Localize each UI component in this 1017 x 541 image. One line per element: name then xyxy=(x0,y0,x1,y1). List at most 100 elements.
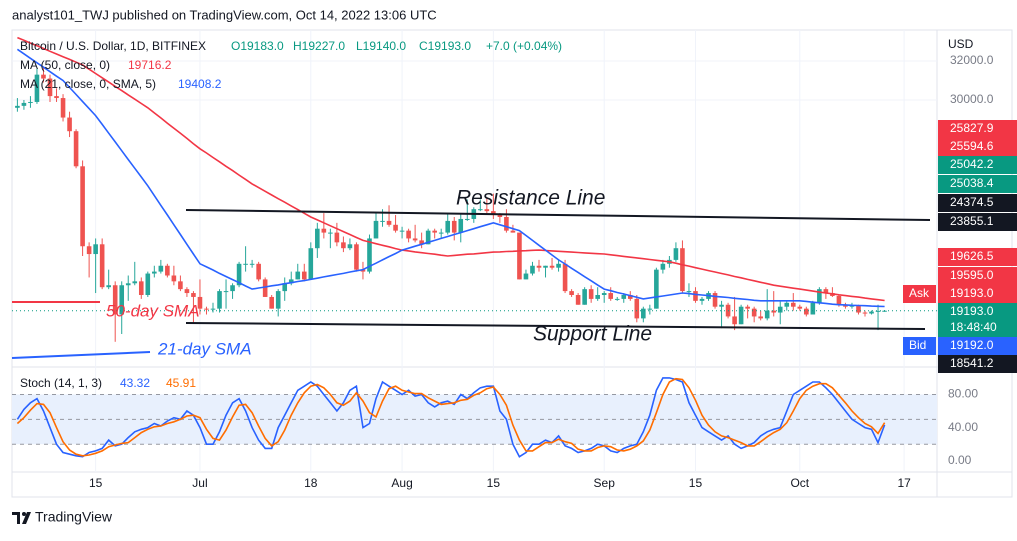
price-label: 25594.6 xyxy=(950,139,994,153)
candle-body xyxy=(517,232,522,280)
candle-body xyxy=(34,74,40,102)
candle-body xyxy=(621,294,627,299)
candle-body xyxy=(862,312,868,314)
candle-body xyxy=(732,316,737,325)
bid-label: Bid xyxy=(909,338,926,352)
candle-body xyxy=(641,308,646,319)
candle-body xyxy=(595,294,600,299)
x-tick-label: Sep xyxy=(594,476,616,490)
currency-label: USD xyxy=(948,37,974,51)
resistance-line xyxy=(185,209,931,221)
candle-body xyxy=(236,263,242,286)
candle-body xyxy=(282,283,288,292)
ask-box xyxy=(903,285,936,303)
candle-body xyxy=(99,244,105,288)
x-tick-label: 15 xyxy=(487,476,501,490)
candle-body xyxy=(764,310,770,319)
x-tick-label: Aug xyxy=(391,476,412,490)
price-label: 25042.2 xyxy=(950,157,994,171)
candle-body xyxy=(204,308,209,310)
candle-body xyxy=(28,101,33,103)
candle-body xyxy=(614,298,620,300)
candle-body xyxy=(73,131,79,167)
candle-body xyxy=(530,265,535,274)
candle-body xyxy=(119,285,125,315)
candle-body xyxy=(823,289,829,294)
candle-body xyxy=(660,263,666,270)
candle-body xyxy=(152,271,157,274)
candle-body xyxy=(230,285,235,292)
candle-body xyxy=(67,117,72,132)
brand-icon-dot xyxy=(22,512,26,516)
price-label-box xyxy=(938,267,1017,285)
candle-body xyxy=(686,291,692,293)
candle-body xyxy=(106,285,111,288)
candle-body xyxy=(308,248,314,280)
candle-body xyxy=(360,269,366,272)
candle-body xyxy=(393,224,398,231)
candle-body xyxy=(373,220,379,239)
y-tick-label: 32000.0 xyxy=(950,53,994,67)
candle-body xyxy=(712,293,718,307)
candle-body xyxy=(451,220,457,233)
annotation: 21-day SMA xyxy=(157,339,252,358)
candle-body xyxy=(601,293,607,295)
ohlc-label: +7.0 (+0.04%) xyxy=(486,39,562,53)
candle-body xyxy=(843,304,848,307)
price-label: 25827.9 xyxy=(950,121,994,135)
price-label: 19192.0 xyxy=(950,338,994,352)
candle-body xyxy=(54,96,59,99)
price-label-box xyxy=(938,213,1017,231)
x-tick-label: 15 xyxy=(689,476,703,490)
candle-body xyxy=(191,293,196,297)
published-note: analyst101_TWJ published on TradingView.… xyxy=(12,7,437,22)
candle-body xyxy=(171,275,177,282)
candle-body xyxy=(699,298,705,301)
candle-body xyxy=(504,216,509,231)
candle-body xyxy=(771,310,777,313)
candle-body xyxy=(112,285,118,315)
price-label: 24374.5 xyxy=(950,195,994,209)
candle-body xyxy=(582,289,587,305)
candle-body xyxy=(256,263,261,280)
x-tick-label: 18 xyxy=(304,476,318,490)
price-label-box xyxy=(938,248,1017,266)
candle-body xyxy=(869,311,874,314)
candle-body xyxy=(334,232,340,243)
candle-body xyxy=(562,263,568,292)
candle-body xyxy=(627,294,633,299)
price-label: 19626.5 xyxy=(950,249,994,263)
ohlc-label: H19227.0 xyxy=(293,39,345,53)
legend-value: 19408.2 xyxy=(178,77,222,91)
candle-body xyxy=(47,78,53,97)
candle-body xyxy=(315,228,320,249)
annotation: Support Line xyxy=(533,323,652,346)
candle-body xyxy=(86,246,92,255)
candle-body xyxy=(386,220,392,225)
brand-name: TradingView xyxy=(35,509,113,525)
symbol-title: Bitcoin / U.S. Dollar, 1D, BITFINEX xyxy=(20,39,206,53)
candle-body xyxy=(354,244,359,270)
candle-body xyxy=(165,265,170,276)
y-tick-label: 0.00 xyxy=(948,453,972,467)
candle-body xyxy=(41,74,46,79)
annotation: 50-day SMA xyxy=(106,301,200,320)
candle-body xyxy=(341,242,346,249)
support-line xyxy=(185,322,926,330)
candle-body xyxy=(347,244,353,249)
candle-body xyxy=(536,265,542,268)
candle-body xyxy=(432,230,437,233)
price-label-box xyxy=(938,138,1017,156)
candle-body xyxy=(295,271,301,280)
price-label-box xyxy=(938,194,1017,212)
candle-body xyxy=(797,306,803,309)
candle-body xyxy=(412,238,418,241)
price-label: 18541.2 xyxy=(950,356,994,370)
candle-body xyxy=(817,289,822,303)
candle-body xyxy=(399,230,405,232)
legend: Bitcoin / U.S. Dollar, 1D, BITFINEX O191… xyxy=(20,37,974,390)
candle-body xyxy=(777,306,783,313)
candle-body xyxy=(647,308,653,310)
candle-body xyxy=(328,232,333,234)
